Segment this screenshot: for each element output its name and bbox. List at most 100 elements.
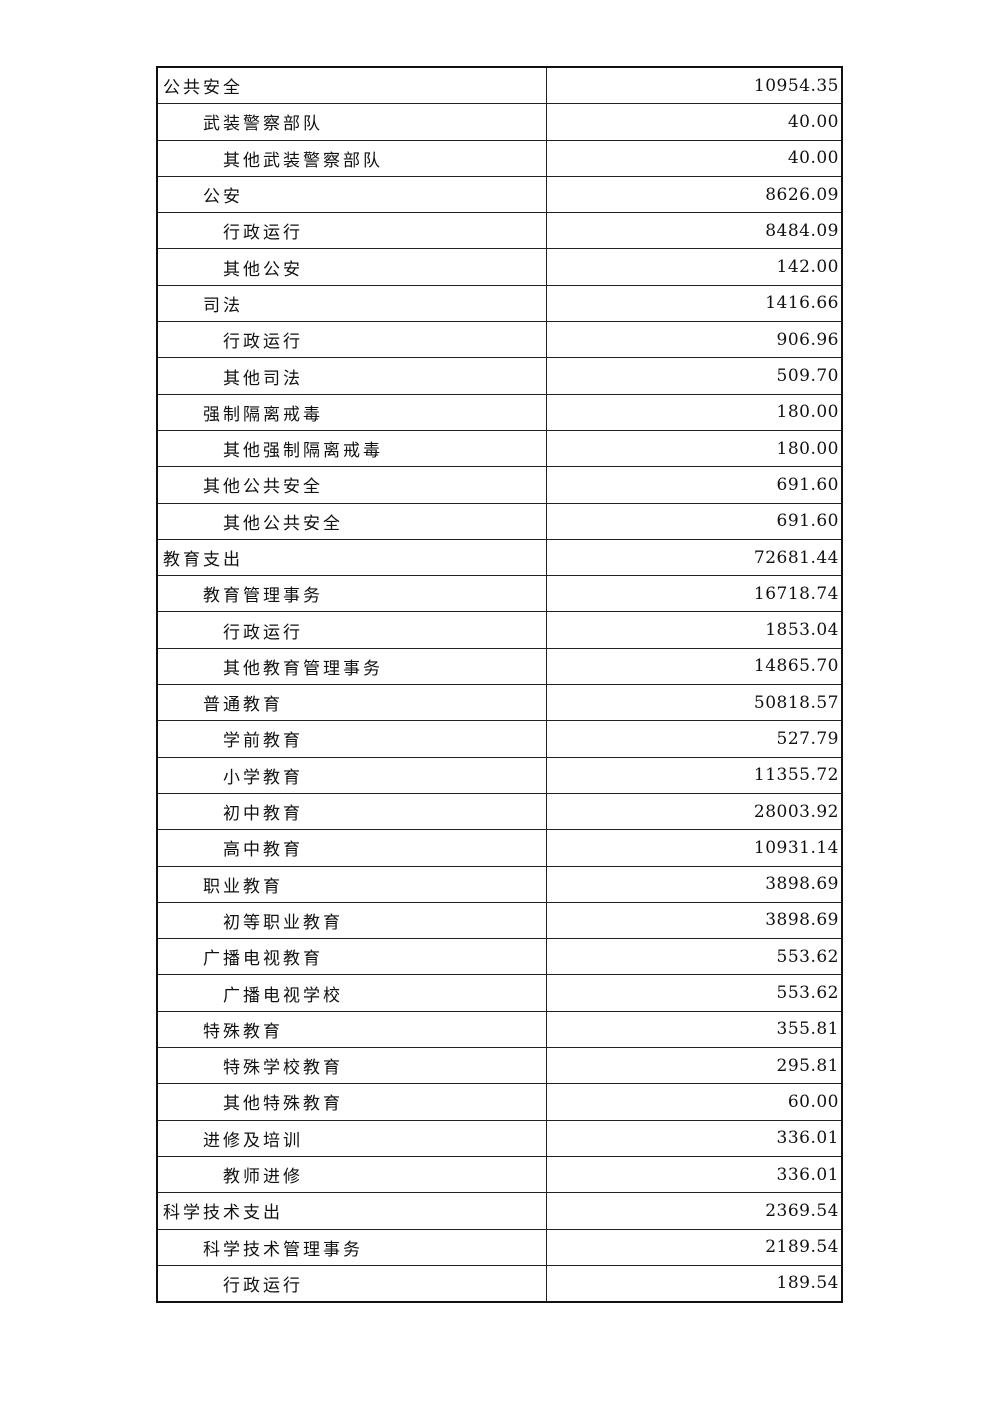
table-row: 广播电视学校 553.62	[156, 974, 843, 1012]
amount-cell: 50818.57	[546, 684, 843, 722]
item-name-cell: 其他司法	[156, 357, 547, 395]
amount-cell: 11355.72	[546, 756, 843, 794]
amount-cell: 336.01	[546, 1119, 843, 1157]
amount-cell: 60.00	[546, 1083, 843, 1121]
amount-cell: 14865.70	[546, 647, 843, 686]
table-row: 行政运行 189.54	[156, 1264, 843, 1303]
table-row: 初等职业教育 3898.69	[156, 901, 843, 940]
item-name-cell: 其他特殊教育	[156, 1083, 547, 1121]
table-row: 普通教育 50818.57	[156, 684, 843, 722]
table-row: 武装警察部队 40.00	[156, 103, 843, 141]
item-name-cell: 强制隔离戒毒	[156, 393, 547, 431]
item-name-cell: 科学技术管理事务	[156, 1228, 547, 1266]
item-name-cell: 进修及培训	[156, 1119, 547, 1157]
amount-cell: 16718.74	[546, 575, 843, 613]
item-name-cell: 其他公共安全	[156, 502, 547, 540]
item-name-cell: 学前教育	[156, 720, 547, 758]
table-row: 司法 1416.66	[156, 284, 843, 323]
amount-cell: 180.00	[546, 429, 843, 468]
table-row: 特殊学校教育 295.81	[156, 1047, 843, 1085]
amount-cell: 2189.54	[546, 1228, 843, 1266]
item-name-cell: 教育支出	[156, 538, 547, 577]
table-row: 强制隔离戒毒 180.00	[156, 393, 843, 431]
amount-cell: 40.00	[546, 103, 843, 141]
table-row: 其他强制隔离戒毒 180.00	[156, 429, 843, 468]
amount-cell: 142.00	[546, 248, 843, 286]
item-name-cell: 广播电视学校	[156, 974, 547, 1012]
table-row: 其他教育管理事务 14865.70	[156, 647, 843, 686]
amount-cell: 3898.69	[546, 901, 843, 940]
item-name-cell: 其他强制隔离戒毒	[156, 429, 547, 468]
amount-cell: 906.96	[546, 321, 843, 359]
item-name-cell: 教育管理事务	[156, 575, 547, 613]
amount-cell: 1853.04	[546, 611, 843, 649]
table-row: 其他武装警察部队 40.00	[156, 139, 843, 177]
table-row: 进修及培训 336.01	[156, 1119, 843, 1157]
table-row: 教师进修 336.01	[156, 1155, 843, 1194]
amount-cell: 189.54	[546, 1264, 843, 1303]
amount-cell: 527.79	[546, 720, 843, 758]
item-name-cell: 其他教育管理事务	[156, 647, 547, 686]
amount-cell: 355.81	[546, 1010, 843, 1049]
item-name-cell: 广播电视教育	[156, 938, 547, 976]
table-row: 其他公安 142.00	[156, 248, 843, 286]
table-row: 教育支出 72681.44	[156, 538, 843, 577]
amount-cell: 553.62	[546, 938, 843, 976]
item-name-cell: 职业教育	[156, 865, 547, 903]
item-name-cell: 其他公安	[156, 248, 547, 286]
item-name-cell: 武装警察部队	[156, 103, 547, 141]
table-row: 职业教育 3898.69	[156, 865, 843, 903]
table-row: 教育管理事务 16718.74	[156, 575, 843, 613]
table-row: 学前教育 527.79	[156, 720, 843, 758]
amount-cell: 2369.54	[546, 1192, 843, 1230]
item-name-cell: 其他公共安全	[156, 466, 547, 504]
table-row: 行政运行 906.96	[156, 321, 843, 359]
item-name-cell: 行政运行	[156, 212, 547, 250]
amount-cell: 509.70	[546, 357, 843, 395]
table-row: 特殊教育 355.81	[156, 1010, 843, 1049]
item-name-cell: 小学教育	[156, 756, 547, 794]
item-name-cell: 公共安全	[156, 66, 547, 105]
table-row: 广播电视教育 553.62	[156, 938, 843, 976]
amount-cell: 295.81	[546, 1047, 843, 1085]
table-row: 高中教育 10931.14	[156, 829, 843, 867]
item-name-cell: 高中教育	[156, 829, 547, 867]
table-row: 科学技术支出 2369.54	[156, 1192, 843, 1230]
item-name-cell: 行政运行	[156, 611, 547, 649]
item-name-cell: 科学技术支出	[156, 1192, 547, 1230]
item-name-cell: 初等职业教育	[156, 901, 547, 940]
item-name-cell: 其他武装警察部队	[156, 139, 547, 177]
expenditure-table: 公共安全 10954.35 武装警察部队 40.00 其他武装警察部队 40.00 公安 86…	[156, 66, 843, 1304]
table-row: 科学技术管理事务 2189.54	[156, 1228, 843, 1266]
item-name-cell: 教师进修	[156, 1155, 547, 1194]
amount-cell: 553.62	[546, 974, 843, 1012]
table-row: 其他司法 509.70	[156, 357, 843, 395]
table-row: 初中教育 28003.92	[156, 792, 843, 831]
table-row: 行政运行 1853.04	[156, 611, 843, 649]
amount-cell: 10954.35	[546, 66, 843, 105]
table-body: 公共安全 10954.35 武装警察部队 40.00 其他武装警察部队 40.00 公安 86…	[156, 66, 843, 1303]
table-row: 行政运行 8484.09	[156, 212, 843, 250]
amount-cell: 8626.09	[546, 175, 843, 214]
item-name-cell: 司法	[156, 284, 547, 323]
table-row: 其他特殊教育 60.00	[156, 1083, 843, 1121]
item-name-cell: 特殊学校教育	[156, 1047, 547, 1085]
amount-cell: 10931.14	[546, 829, 843, 867]
amount-cell: 180.00	[546, 393, 843, 431]
amount-cell: 72681.44	[546, 538, 843, 577]
item-name-cell: 特殊教育	[156, 1010, 547, 1049]
table-row: 其他公共安全 691.60	[156, 466, 843, 504]
table-row: 其他公共安全 691.60	[156, 502, 843, 540]
table-row: 公安 8626.09	[156, 175, 843, 214]
item-name-cell: 初中教育	[156, 792, 547, 831]
item-name-cell: 行政运行	[156, 321, 547, 359]
amount-cell: 691.60	[546, 466, 843, 504]
item-name-cell: 行政运行	[156, 1264, 547, 1303]
table-row: 小学教育 11355.72	[156, 756, 843, 794]
table-row: 公共安全 10954.35	[156, 66, 843, 105]
amount-cell: 1416.66	[546, 284, 843, 323]
amount-cell: 40.00	[546, 139, 843, 177]
amount-cell: 8484.09	[546, 212, 843, 250]
amount-cell: 28003.92	[546, 792, 843, 831]
amount-cell: 336.01	[546, 1155, 843, 1194]
